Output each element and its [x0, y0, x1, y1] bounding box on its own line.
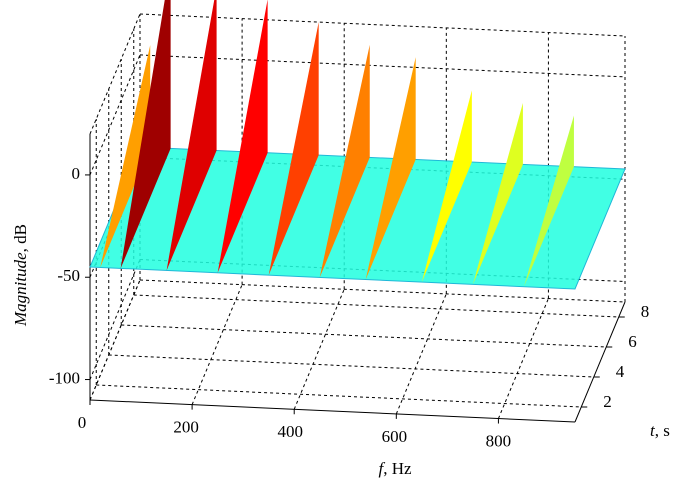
- y-label-unit: , s: [655, 421, 670, 440]
- spectral-peak: [268, 22, 319, 276]
- spectral-peak: [217, 0, 268, 273]
- spectral-peak: [120, 0, 171, 269]
- y-tick-label: 4: [616, 362, 625, 381]
- axis-labels: f, Hz t, s Magnitude, dB: [11, 224, 670, 478]
- z-label-var: Magnitude: [11, 252, 30, 327]
- grid-line: [139, 54, 626, 78]
- grid-line: [191, 284, 243, 405]
- x-axis-label: f, Hz: [378, 459, 412, 478]
- spectral-peak: [319, 44, 370, 278]
- z-label-unit: , dB: [11, 224, 30, 252]
- x-tick-label: 600: [382, 427, 408, 446]
- left-wall-edge: [89, 13, 141, 135]
- z-tick-label: 0: [72, 164, 81, 183]
- x-tick-label: 0: [78, 413, 87, 432]
- back-wall-edge: [139, 279, 626, 303]
- spectral-peak: [523, 115, 574, 287]
- x-tick-label: 200: [173, 418, 199, 437]
- y-tick-label: 2: [603, 392, 612, 411]
- z-tick-label: -100: [49, 368, 80, 387]
- grid-line: [89, 54, 141, 176]
- z-axis-label: Magnitude, dB: [11, 224, 30, 327]
- grid-line: [497, 298, 549, 419]
- grid-line: [293, 289, 345, 410]
- grid-line: [89, 259, 141, 380]
- x-label-unit: , Hz: [383, 459, 412, 478]
- x-tick-label: 400: [277, 422, 303, 441]
- x-tick-label: 800: [486, 431, 512, 450]
- grid-line: [96, 384, 582, 408]
- y-tick-label: 8: [641, 302, 650, 321]
- grid-line: [121, 324, 607, 348]
- y-label-var: t: [650, 421, 656, 440]
- grid-line: [89, 279, 141, 401]
- grid-line: [108, 354, 594, 378]
- z-tick-label: -50: [57, 266, 80, 285]
- x-label-var: f: [378, 459, 385, 478]
- spectral-peak: [365, 57, 416, 280]
- y-axis-label: t, s: [650, 421, 670, 440]
- spectral-peak: [472, 102, 523, 285]
- spectral-peak: [100, 45, 151, 268]
- grid-line: [395, 293, 447, 415]
- spectral-peak: [421, 90, 472, 283]
- grid-line: [133, 294, 619, 318]
- y-axis: [574, 301, 626, 423]
- y-tick-label: 6: [628, 332, 637, 351]
- x-axis: [89, 399, 576, 423]
- back-wall-edge: [139, 13, 626, 37]
- spectral-peak: [166, 0, 217, 271]
